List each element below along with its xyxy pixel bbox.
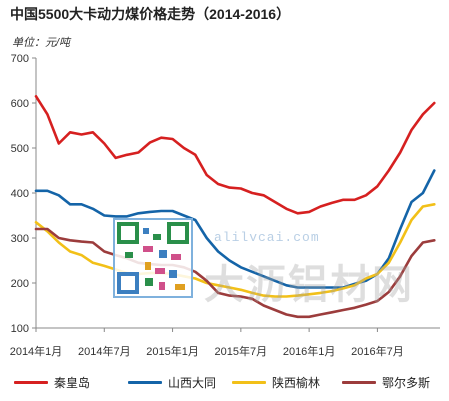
- legend-item-shaanxi-yulin: 陕西榆林: [232, 372, 320, 392]
- x-tick-label: 2015年1月: [146, 344, 199, 358]
- series-line-4: [34, 227, 436, 319]
- qr-code-watermark: [113, 218, 193, 298]
- y-tick-label: 300: [11, 233, 29, 245]
- y-tick-label: 600: [11, 98, 29, 110]
- legend-item-qinhuangdao: 秦皇岛: [14, 372, 90, 392]
- legend-item-ordos: 鄂尔多斯: [342, 372, 430, 392]
- legend-swatch: [342, 380, 376, 384]
- legend-swatch: [14, 380, 48, 384]
- legend-swatch: [232, 380, 266, 384]
- legend-item-shanxi-datong: 山西大同: [128, 372, 216, 392]
- x-tick-label: 2016年7月: [351, 344, 404, 358]
- series-line-3: [34, 203, 436, 298]
- legend-label: 秦皇岛: [54, 375, 91, 390]
- watermark-brand: 大沥铝材网: [204, 263, 414, 307]
- legend-label: 鄂尔多斯: [382, 375, 431, 390]
- legend-swatch: [128, 380, 162, 384]
- x-tick-label: 2014年1月: [10, 344, 63, 358]
- x-tick-label: 2014年7月: [78, 344, 131, 358]
- x-tick-label: 2016年1月: [283, 344, 336, 358]
- chart-legend: 秦皇岛 山西大同 陕西榆林 鄂尔多斯: [0, 372, 449, 392]
- unit-label: 单位：元/吨: [12, 37, 71, 49]
- y-tick-label: 700: [11, 53, 29, 65]
- y-tick-label: 400: [11, 188, 29, 200]
- y-tick-label: 100: [11, 323, 29, 335]
- series-line-1: [34, 95, 436, 215]
- watermark-url: alilvcai.com: [214, 230, 320, 245]
- legend-label: 山西大同: [168, 375, 217, 390]
- legend-label: 陕西榆林: [272, 375, 321, 390]
- series-line-2: [34, 169, 436, 289]
- x-tick-label: 2015年7月: [215, 344, 268, 358]
- chart-title: 中国5500大卡动力煤价格走势（2014-2016）: [10, 6, 291, 22]
- y-tick-label: 200: [11, 278, 29, 290]
- y-tick-label: 500: [11, 143, 29, 155]
- qr-code-icon: [117, 222, 189, 294]
